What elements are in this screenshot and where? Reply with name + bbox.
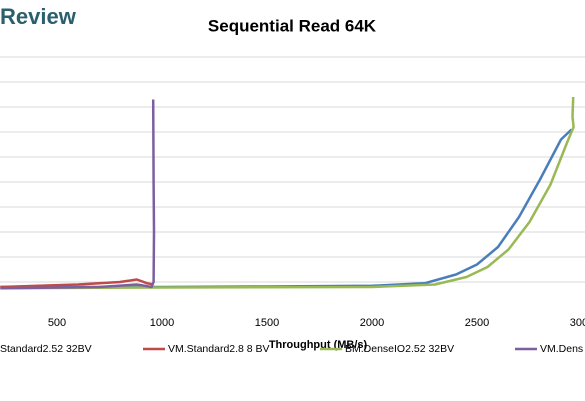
legend-label: Standard2.52 32BV xyxy=(0,343,92,355)
x-tick-label: 1500 xyxy=(255,317,279,329)
series-line xyxy=(0,128,573,289)
plot-area xyxy=(0,56,585,290)
series-line xyxy=(0,278,154,289)
series-line xyxy=(0,99,156,290)
logo-text: Review xyxy=(0,4,77,29)
chart-title: Sequential Read 64K xyxy=(208,16,377,35)
x-tick-label: 2500 xyxy=(465,317,489,329)
x-tick-label: 3000 xyxy=(570,317,585,329)
legend-label: VM.Standard2.8 8 BV xyxy=(168,343,270,355)
x-axis-label: Throughput (MB/s) xyxy=(269,339,368,351)
x-tick-label: 2000 xyxy=(360,317,384,329)
x-tick-label: 1000 xyxy=(150,317,174,329)
legend-label: VM.Dens xyxy=(540,343,583,355)
x-tick-label: 500 xyxy=(48,317,66,329)
series-line xyxy=(0,96,575,290)
legend-label: BM.DenseIO2.52 32BV xyxy=(345,343,454,355)
